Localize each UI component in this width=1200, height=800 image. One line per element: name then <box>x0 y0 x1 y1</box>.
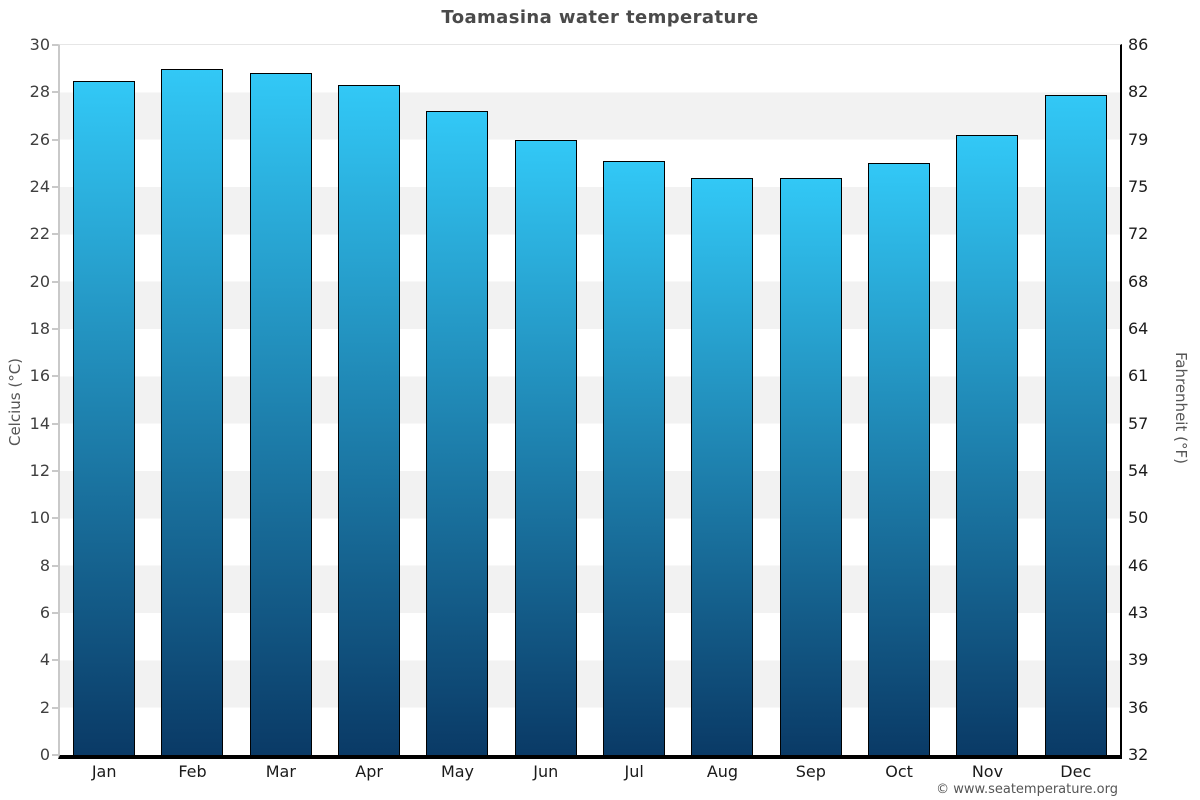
y-tick-label-fahrenheit: 86 <box>1128 35 1149 54</box>
x-tick-label-nov: Nov <box>971 762 1004 781</box>
x-axis-labels: Jan Feb Mar Apr May Jun Jul Aug Sep Oct Nov Dec <box>60 762 1120 781</box>
x-tick-label-jan: Jan <box>91 762 117 781</box>
y-tick-label-fahrenheit: 39 <box>1128 650 1149 670</box>
bar-mar <box>249 73 312 755</box>
bar-jul <box>603 160 666 755</box>
y-tick-label-fahrenheit: 57 <box>1128 413 1149 433</box>
y-tick-label-fahrenheit: 43 <box>1128 603 1149 622</box>
bar-jun <box>514 139 577 755</box>
y-tick-label-fahrenheit: 32 <box>1128 745 1149 764</box>
y-tick-mark <box>52 470 58 472</box>
bar-slot <box>1032 45 1120 755</box>
y-tick-label-fahrenheit: 82 <box>1128 82 1149 102</box>
x-tick-label-jul: Jul <box>624 762 644 781</box>
y-tick-label-celsius: 6 <box>39 603 50 622</box>
x-tick-label-jun: Jun <box>533 762 559 781</box>
y-tick-label-celsius: 24 <box>29 177 50 196</box>
y-tick-mark <box>52 422 58 425</box>
bar-aug <box>691 177 754 755</box>
y-tick-label-fahrenheit: 68 <box>1128 271 1149 291</box>
chart-title: Toamasina water temperature <box>441 7 759 28</box>
y-tick-mark <box>52 375 58 378</box>
y-tick-mark <box>52 138 58 141</box>
y-tick-label-celsius: 20 <box>29 271 50 291</box>
x-tick-label-oct: Oct <box>885 762 913 781</box>
bar-slot <box>413 45 501 755</box>
x-tick-label-aug: Aug <box>706 762 739 781</box>
bar-may <box>426 111 489 755</box>
y-tick-label-celsius: 8 <box>39 555 50 575</box>
y-tick-label-fahrenheit: 54 <box>1128 461 1149 480</box>
x-tick-label-apr: Apr <box>355 762 383 781</box>
x-tick-label-dec: Dec <box>1060 762 1092 781</box>
bar-slot <box>148 45 236 755</box>
y-tick-label-fahrenheit: 64 <box>1128 319 1149 338</box>
bars-container <box>60 45 1120 755</box>
bar-jan <box>73 80 136 755</box>
bar-feb <box>161 68 224 755</box>
x-tick-label-may: May <box>440 762 475 781</box>
bar-oct <box>868 163 931 755</box>
y-tick-label-celsius: 4 <box>39 650 50 670</box>
y-tick-mark <box>52 280 58 283</box>
y-tick-label-celsius: 16 <box>29 366 50 386</box>
y-tick-mark <box>52 517 58 520</box>
bar-apr <box>338 85 401 755</box>
y-tick-mark <box>52 186 58 188</box>
y-tick-mark <box>52 659 58 662</box>
bar-nov <box>956 134 1019 755</box>
y-tick-label-celsius: 0 <box>39 745 50 764</box>
y-tick-label-celsius: 10 <box>29 508 50 528</box>
bar-dec <box>1044 94 1107 755</box>
y-tick-mark <box>52 564 58 567</box>
bar-slot <box>855 45 943 755</box>
y-tick-label-celsius: 28 <box>29 82 50 102</box>
y-tick-mark <box>52 233 58 236</box>
y-tick-label-celsius: 30 <box>29 35 50 54</box>
y-tick-label-fahrenheit: 61 <box>1128 366 1149 386</box>
bar-slot <box>767 45 855 755</box>
y-tick-mark <box>52 328 58 330</box>
y-tick-label-fahrenheit: 46 <box>1128 555 1149 575</box>
y-tick-label-fahrenheit: 79 <box>1128 129 1149 149</box>
y-tick-label-celsius: 22 <box>29 224 50 244</box>
bar-sep <box>779 177 842 755</box>
y-tick-label-celsius: 2 <box>39 697 50 717</box>
y-tick-mark <box>52 91 58 94</box>
x-tick-label-sep: Sep <box>795 762 826 781</box>
bar-slot <box>943 45 1031 755</box>
y-tick-label-fahrenheit: 72 <box>1128 224 1149 244</box>
bar-slot <box>502 45 590 755</box>
y-tick-mark <box>52 754 58 756</box>
bar-slot <box>325 45 413 755</box>
y-tick-mark <box>52 706 58 709</box>
y-tick-mark <box>52 44 58 46</box>
y-tick-label-celsius: 14 <box>29 413 50 433</box>
y-tick-mark <box>52 612 58 614</box>
y-tick-label-celsius: 26 <box>29 129 50 149</box>
x-tick-label-feb: Feb <box>178 762 207 781</box>
y-tick-label-fahrenheit: 75 <box>1128 177 1149 196</box>
bar-slot <box>60 45 148 755</box>
plot-area <box>58 44 1122 759</box>
bar-slot <box>237 45 325 755</box>
bar-slot <box>590 45 678 755</box>
y-tick-label-fahrenheit: 36 <box>1128 697 1149 717</box>
copyright-text: © www.seatemperature.org <box>936 782 1118 797</box>
y-tick-label-celsius: 12 <box>29 461 50 480</box>
x-tick-label-mar: Mar <box>265 762 296 781</box>
bar-slot <box>678 45 766 755</box>
y-tick-label-fahrenheit: 50 <box>1128 508 1149 528</box>
y-tick-label-celsius: 18 <box>29 319 50 338</box>
y-axis-label-fahrenheit: Fahrenheit (°F) <box>1172 352 1190 464</box>
